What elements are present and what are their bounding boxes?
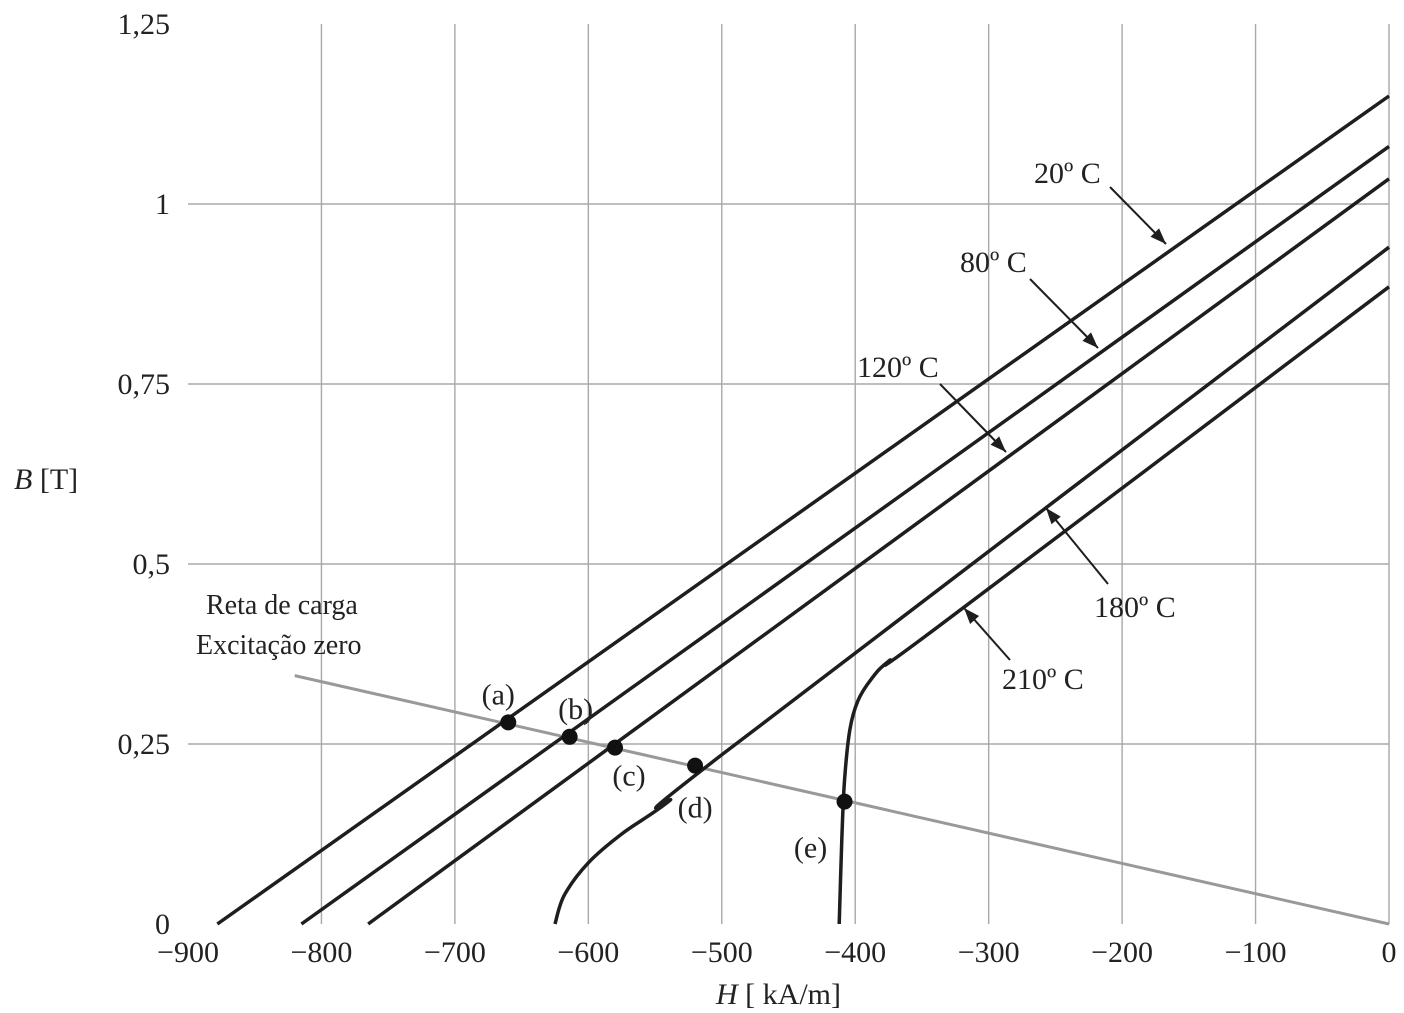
operating-point-label: (a) — [482, 678, 515, 711]
x-tick-label: −900 — [157, 936, 219, 969]
x-tick-label: −500 — [691, 936, 753, 969]
x-axis-label: H [ kA/m] — [715, 978, 841, 1011]
operating-point — [836, 793, 853, 810]
operating-point — [607, 739, 624, 756]
load-line-label-2: Excitação zero — [196, 630, 362, 661]
operating-point — [500, 714, 517, 731]
series-arrow-2 — [1029, 278, 1099, 349]
curve-series-3 — [367, 177, 1391, 926]
y-tick-label: 1,25 — [118, 8, 171, 41]
series-arrowhead-3 — [990, 436, 1006, 452]
curve-series-2 — [300, 144, 1391, 926]
y-tick-label: 0,25 — [118, 728, 171, 761]
series-label-1: 20º C — [1034, 157, 1101, 190]
x-tick-label: −700 — [424, 936, 486, 969]
curve-series-1 — [216, 94, 1391, 926]
series-label-3: 120º C — [857, 351, 939, 384]
operating-point — [561, 728, 578, 745]
series-arrowhead-2 — [1082, 332, 1098, 348]
y-tick-label: 0,75 — [118, 368, 171, 401]
tick-labels: −900 −800 −700 −600 −500 −400 −300 −200 −100 0 0 0,… — [118, 8, 1397, 969]
operating-point-label: (b) — [558, 693, 593, 726]
x-tick-label: −400 — [824, 936, 886, 969]
arrows-layer — [939, 186, 1167, 661]
series-labels: 20º C 80º C 120º C 180º C 210º C — [857, 157, 1176, 696]
series-label-4: 180º C — [1094, 591, 1176, 624]
points-layer: (a) (b) (c) (d) (e) — [482, 678, 853, 865]
x-tick-label: 0 — [1382, 936, 1397, 969]
series-label-2: 80º C — [960, 246, 1027, 279]
x-tick-label: −200 — [1091, 936, 1153, 969]
y-tick-label: 1 — [155, 188, 170, 221]
x-tick-label: −800 — [290, 936, 352, 969]
operating-point-label: (d) — [678, 792, 713, 825]
x-tick-label: −300 — [958, 936, 1020, 969]
series-arrowhead-1 — [1150, 228, 1166, 244]
series-arrowhead-4 — [1046, 508, 1061, 525]
operating-point-label: (e) — [794, 832, 827, 865]
curves-layer — [216, 94, 1391, 926]
curve-series-4 — [553, 245, 1391, 925]
operating-point — [687, 757, 704, 774]
x-tick-label: −600 — [557, 936, 619, 969]
y-tick-label: 0,5 — [133, 548, 171, 581]
operating-point-label: (c) — [612, 760, 645, 793]
load-line-label-1: Reta de carga — [206, 590, 358, 621]
series-label-5: 210º C — [1002, 663, 1084, 696]
series-arrowhead-5 — [964, 608, 980, 624]
y-axis-label: B [T] — [14, 463, 78, 496]
series-arrow-4 — [1045, 507, 1109, 585]
y-tick-label: 0 — [155, 908, 170, 941]
x-tick-label: −100 — [1225, 936, 1287, 969]
